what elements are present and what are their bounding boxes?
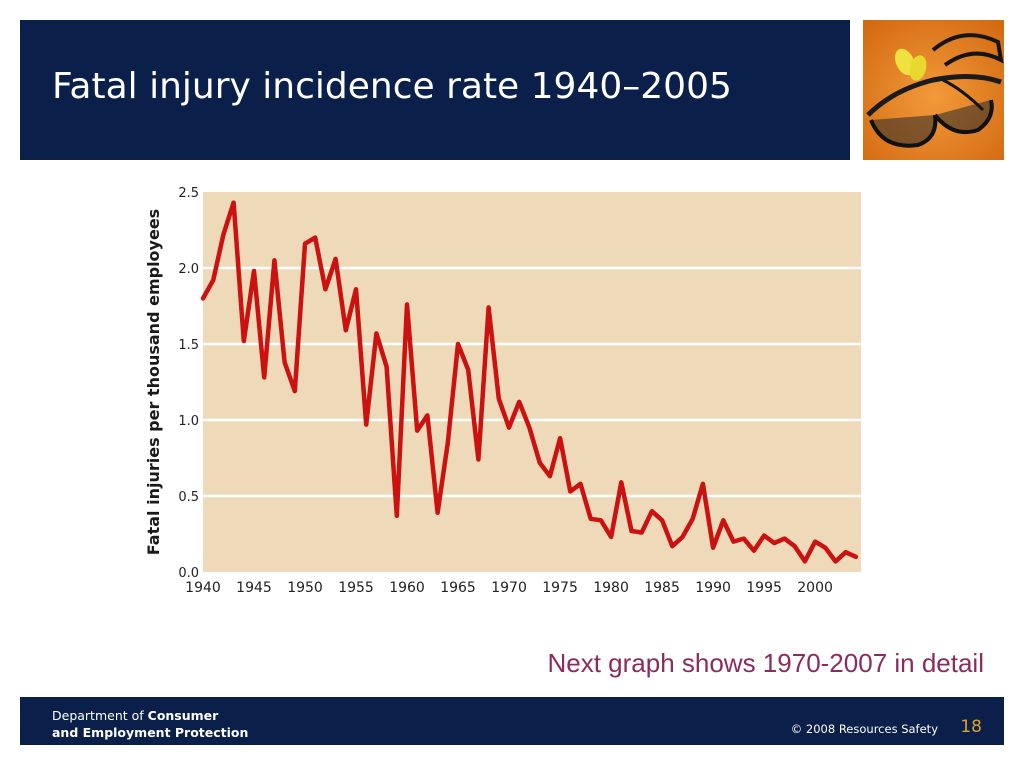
x-tick-label: 1955 bbox=[338, 580, 374, 596]
y-tick-label: 2.5 bbox=[178, 186, 199, 201]
x-tick-label: 1945 bbox=[236, 580, 272, 596]
footer: Department of Consumer and Employment Pr… bbox=[20, 697, 1004, 745]
x-tick-label: 1995 bbox=[746, 580, 782, 596]
dept-bold: Consumer bbox=[147, 708, 219, 723]
dept-line2: and Employment Protection bbox=[52, 725, 249, 740]
plot-area bbox=[203, 192, 861, 572]
copyright: © 2008 Resources Safety bbox=[790, 722, 938, 736]
dept-prefix: Department of bbox=[52, 708, 148, 723]
x-tick-label: 2000 bbox=[797, 580, 833, 596]
y-axis-label: Fatal injuries per thousand employees bbox=[145, 209, 163, 555]
x-tick-label: 1985 bbox=[644, 580, 680, 596]
department-name: Department of Consumer and Employment Pr… bbox=[52, 707, 248, 741]
chart-svg: 0.0 0.5 1.0 1.5 2.0 2.5 1940 1945 1950 1955 1960 1… bbox=[144, 186, 861, 596]
title-bar bbox=[20, 20, 850, 160]
next-graph-note: Next graph shows 1970-2007 in detail bbox=[547, 648, 984, 678]
x-tick-label: 1990 bbox=[695, 580, 731, 596]
series-line bbox=[200, 200, 859, 564]
x-tick-label: 1970 bbox=[491, 580, 527, 596]
y-tick-label: 1.0 bbox=[178, 414, 199, 429]
page-number: 18 bbox=[960, 717, 982, 737]
x-tick-label: 1950 bbox=[287, 580, 323, 596]
x-tick-label: 1965 bbox=[440, 580, 476, 596]
y-tick-label: 0.0 bbox=[178, 566, 199, 581]
x-tick-label: 1975 bbox=[542, 580, 578, 596]
safety-glasses-photo bbox=[863, 20, 1004, 160]
x-tick-label: 1960 bbox=[389, 580, 425, 596]
x-tick-label: 1980 bbox=[593, 580, 629, 596]
y-tick-label: 1.5 bbox=[178, 338, 199, 353]
x-tick-label: 1940 bbox=[185, 580, 221, 596]
slide-title: Fatal injury incidence rate 1940–2005 bbox=[52, 66, 732, 107]
y-tick-label: 2.0 bbox=[178, 262, 199, 277]
line-chart: 0.0 0.5 1.0 1.5 2.0 2.5 1940 1945 1950 1955 1960 1… bbox=[144, 180, 865, 600]
y-tick-label: 0.5 bbox=[178, 490, 199, 505]
